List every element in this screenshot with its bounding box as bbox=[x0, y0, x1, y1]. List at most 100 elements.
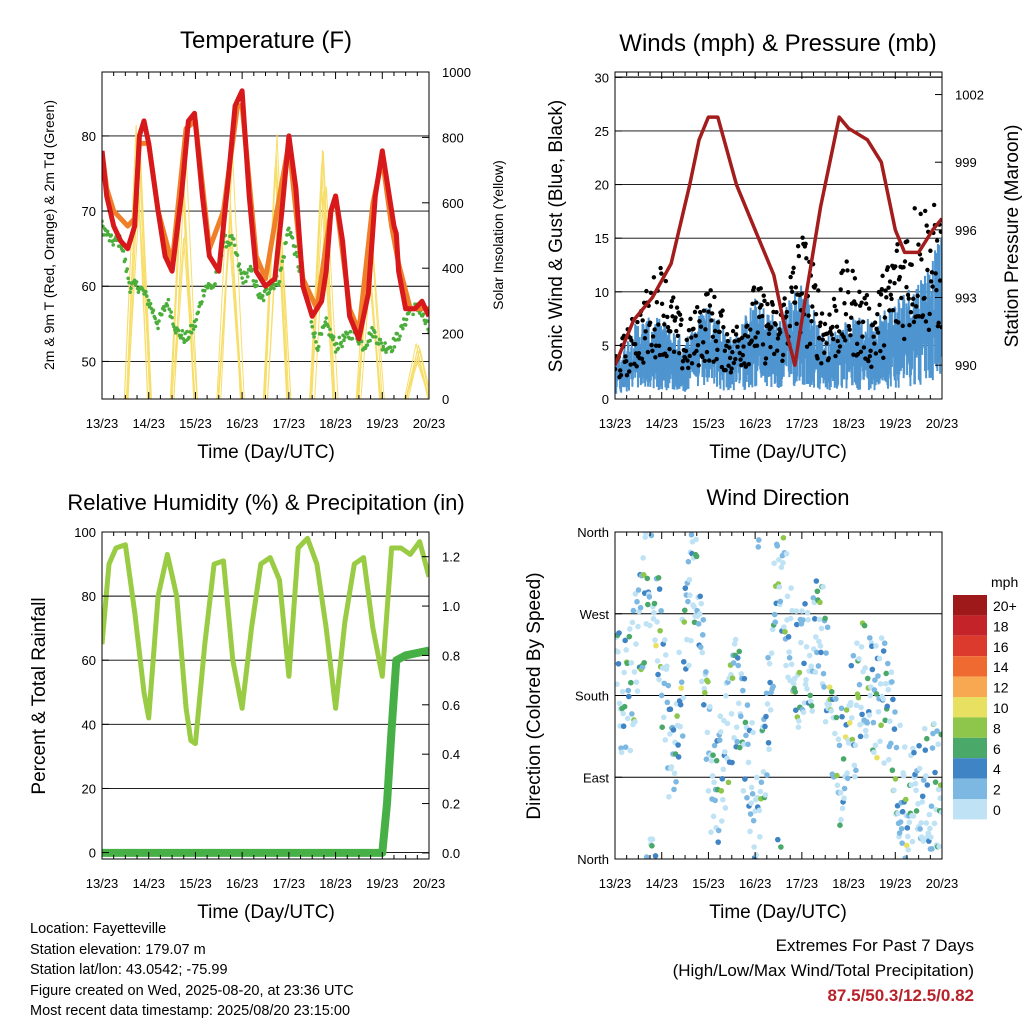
direction-point bbox=[749, 790, 756, 797]
dewpoint-point bbox=[159, 312, 164, 317]
direction-point bbox=[697, 644, 704, 650]
dewpoint-point bbox=[376, 342, 381, 346]
recent-data-text: Most recent data timestamp: 2025/08/20 2… bbox=[30, 1003, 351, 1019]
direction-point bbox=[885, 686, 892, 693]
dewpoint-point bbox=[121, 249, 126, 253]
gust-point bbox=[882, 315, 888, 320]
direction-point bbox=[928, 834, 934, 840]
dewpoint-point bbox=[282, 255, 286, 259]
direction-point bbox=[833, 696, 839, 702]
x-tick-label: 14/23 bbox=[645, 876, 678, 891]
direction-point bbox=[735, 662, 742, 669]
gust-point bbox=[686, 365, 691, 371]
gust-point bbox=[878, 292, 884, 297]
direction-point bbox=[748, 800, 754, 806]
gust-point bbox=[761, 293, 766, 298]
gust-point bbox=[759, 302, 764, 308]
direction-point bbox=[740, 788, 747, 794]
y2-tick-label: 0 bbox=[442, 392, 449, 407]
direction-point bbox=[913, 787, 919, 794]
direction-point bbox=[755, 544, 762, 550]
direction-point bbox=[699, 649, 706, 656]
direction-point bbox=[743, 732, 749, 739]
direction-point bbox=[703, 669, 709, 675]
direction-point bbox=[853, 767, 859, 774]
gust-point bbox=[790, 270, 796, 275]
gust-point bbox=[841, 334, 846, 340]
x-tick-label: 14/23 bbox=[132, 876, 165, 891]
direction-point bbox=[768, 650, 775, 657]
dewpoint-point bbox=[359, 339, 364, 344]
gust-point bbox=[911, 319, 917, 325]
gust-point bbox=[732, 339, 737, 344]
direction-point bbox=[788, 661, 795, 668]
direction-point bbox=[856, 681, 863, 688]
dewpoint-point bbox=[328, 327, 332, 332]
gust-point bbox=[692, 309, 698, 315]
direction-point bbox=[818, 625, 825, 632]
direction-point bbox=[717, 713, 724, 720]
y-tick-label: North bbox=[577, 525, 609, 540]
direction-point bbox=[883, 670, 890, 677]
direction-point bbox=[932, 779, 939, 785]
direction-point bbox=[846, 720, 853, 726]
gust-point bbox=[926, 327, 932, 333]
dewpoint-point bbox=[180, 328, 185, 333]
direction-panel: Wind Direction North East South West North 13… bbox=[524, 485, 1018, 923]
direction-point bbox=[849, 736, 856, 743]
gust-point bbox=[733, 332, 739, 337]
solar-spike bbox=[262, 167, 288, 399]
dewpoint-point bbox=[379, 341, 384, 345]
direction-point bbox=[632, 591, 639, 597]
colorbar-label: 4 bbox=[993, 761, 1001, 777]
gust-point bbox=[902, 259, 908, 264]
direction-point bbox=[833, 714, 840, 721]
dewpoint-point bbox=[294, 250, 299, 255]
direction-point bbox=[898, 825, 905, 832]
direction-point bbox=[855, 694, 862, 701]
gust-point bbox=[721, 324, 726, 330]
direction-point bbox=[924, 782, 931, 788]
gust-point bbox=[766, 322, 771, 327]
colorbar-swatch bbox=[953, 717, 987, 738]
gust-point bbox=[731, 360, 737, 366]
gust-point bbox=[929, 270, 935, 275]
direction-point bbox=[863, 733, 869, 739]
direction-point bbox=[862, 665, 868, 671]
gust-point bbox=[753, 335, 758, 340]
direction-point bbox=[844, 775, 851, 782]
y2-tick-label: 0.0 bbox=[442, 846, 460, 861]
gust-point bbox=[722, 348, 728, 354]
direction-point bbox=[851, 762, 858, 769]
gust-point bbox=[728, 370, 734, 375]
dewpoint-point bbox=[141, 288, 145, 292]
gust-point bbox=[715, 320, 721, 325]
gust-point bbox=[760, 342, 766, 347]
direction-point bbox=[896, 830, 903, 836]
direction-point bbox=[853, 702, 860, 709]
direction-point bbox=[649, 843, 655, 849]
gust-point bbox=[665, 325, 671, 330]
direction-point bbox=[784, 593, 791, 600]
direction-point bbox=[791, 675, 798, 682]
gust-point bbox=[893, 264, 898, 269]
dewpoint-point bbox=[339, 340, 343, 345]
y-tick-label: 25 bbox=[595, 124, 609, 139]
dewpoint-point bbox=[310, 324, 315, 329]
humidity-series bbox=[102, 535, 429, 747]
direction-point bbox=[651, 600, 658, 607]
direction-point bbox=[787, 615, 794, 622]
direction-point bbox=[708, 757, 715, 764]
x-tick-label: 13/23 bbox=[599, 876, 632, 891]
dewpoint-point bbox=[145, 302, 150, 307]
y2-tick-label: 996 bbox=[955, 223, 977, 238]
dewpoint-point bbox=[336, 346, 341, 351]
gust-point bbox=[730, 349, 735, 355]
solar-spike bbox=[263, 152, 289, 399]
gust-point bbox=[668, 304, 674, 309]
direction-point bbox=[888, 669, 895, 675]
gust-point bbox=[826, 356, 831, 361]
direction-point bbox=[688, 532, 695, 538]
gust-point bbox=[791, 265, 796, 271]
